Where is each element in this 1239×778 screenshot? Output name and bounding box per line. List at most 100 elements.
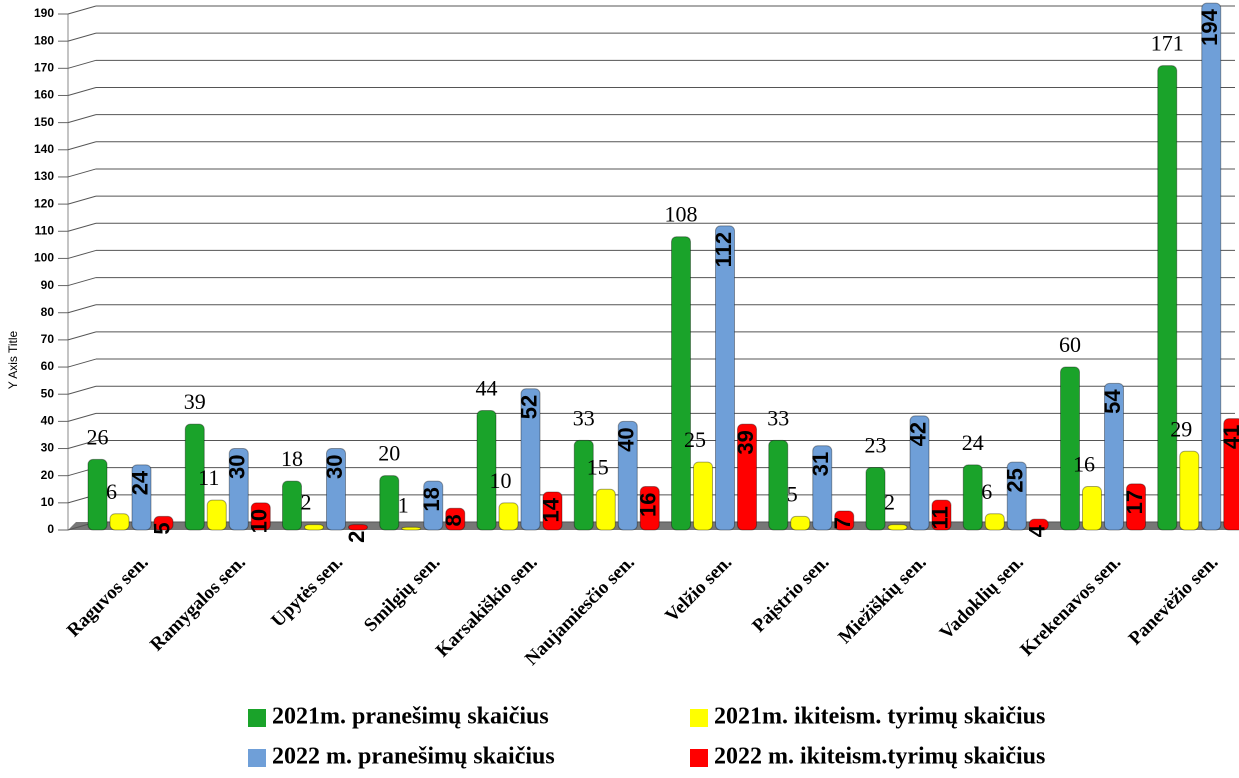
y-tick-label: 160 xyxy=(34,88,54,102)
legend-label: 2022 m. pranešimų skaičius xyxy=(272,744,555,770)
y-tick-label: 60 xyxy=(41,359,55,373)
value-label: 25 xyxy=(1003,468,1028,492)
value-label: 54 xyxy=(1100,389,1125,414)
y-tick-label: 150 xyxy=(34,115,54,129)
value-label: 23 xyxy=(865,433,887,458)
bar xyxy=(694,462,713,530)
value-label: 11 xyxy=(927,506,952,529)
grid-line xyxy=(68,33,96,41)
bar xyxy=(305,525,324,530)
bar xyxy=(110,514,129,530)
value-label: 60 xyxy=(1059,332,1081,357)
bar xyxy=(88,459,107,530)
value-label: 16 xyxy=(1073,452,1095,477)
grid-line xyxy=(68,332,96,340)
value-label: 2 xyxy=(344,531,369,543)
grid-line xyxy=(68,196,96,204)
value-label: 5 xyxy=(787,481,798,506)
value-label: 7 xyxy=(830,517,855,529)
y-tick-label: 130 xyxy=(34,169,54,183)
value-label: 30 xyxy=(225,455,250,479)
grid-line xyxy=(68,87,96,95)
y-tick-label: 10 xyxy=(41,495,55,509)
x-tick-label: Panevėžio sen. xyxy=(1125,552,1223,650)
value-label: 2 xyxy=(301,490,312,515)
value-label: 33 xyxy=(767,405,789,430)
value-label: 25 xyxy=(684,427,706,452)
grid-line xyxy=(68,169,96,177)
value-label: 39 xyxy=(733,430,758,454)
bar xyxy=(402,527,421,530)
y-tick-label: 20 xyxy=(41,468,55,482)
y-tick-label: 40 xyxy=(41,414,55,428)
chart: Y Axis Title 010203040506070809010011012… xyxy=(0,0,1239,778)
bar xyxy=(207,500,226,530)
value-label: 4 xyxy=(1025,524,1050,537)
value-label: 15 xyxy=(587,454,609,479)
legend-swatch xyxy=(690,709,708,727)
value-label: 26 xyxy=(87,424,109,449)
bar xyxy=(1061,367,1080,530)
x-tick-label: Krekenavos sen. xyxy=(1016,552,1125,661)
value-label: 40 xyxy=(614,427,639,451)
y-tick-label: 0 xyxy=(47,522,54,536)
y-tick-label: 170 xyxy=(34,60,54,74)
value-label: 16 xyxy=(636,493,661,517)
legend-label: 2021m. ikiteism. tyrimų skaičius xyxy=(714,704,1045,730)
value-label: 171 xyxy=(1151,31,1184,56)
bar xyxy=(1180,451,1199,530)
x-tick-label: Upytės sen. xyxy=(267,552,347,632)
y-tick-label: 80 xyxy=(41,305,55,319)
value-label: 41 xyxy=(1219,425,1239,449)
value-label: 194 xyxy=(1197,8,1222,45)
value-label: 1 xyxy=(398,492,409,517)
value-label: 2 xyxy=(884,490,895,515)
value-label: 18 xyxy=(419,487,444,511)
bar xyxy=(985,514,1004,530)
value-label: 112 xyxy=(711,232,736,268)
bar xyxy=(349,525,368,530)
x-tick-label: Karsakiškio sen. xyxy=(432,552,542,662)
value-label: 39 xyxy=(184,389,206,414)
grid-line xyxy=(68,115,96,123)
grid-line xyxy=(68,60,96,68)
value-label: 6 xyxy=(981,479,992,504)
x-tick-label: Vadoklių sen. xyxy=(936,552,1028,644)
value-label: 108 xyxy=(665,202,698,227)
value-label: 17 xyxy=(1122,490,1147,514)
value-label: 44 xyxy=(476,376,498,401)
bar xyxy=(283,481,302,530)
y-tick-label: 100 xyxy=(34,251,54,265)
value-label: 5 xyxy=(149,522,174,534)
x-tick-label: Ramygalos sen. xyxy=(146,552,250,656)
bar xyxy=(963,465,982,530)
value-label: 8 xyxy=(441,514,466,526)
y-tick-label: 110 xyxy=(35,223,55,237)
legend-swatch xyxy=(248,749,266,767)
bar xyxy=(1158,66,1177,530)
y-tick-label: 120 xyxy=(34,196,54,210)
value-label: 33 xyxy=(573,405,595,430)
value-label: 6 xyxy=(106,479,117,504)
value-label: 42 xyxy=(905,422,930,446)
x-tick-label: Raguvos sen. xyxy=(63,552,153,642)
y-tick-label: 140 xyxy=(34,142,54,156)
grid-line xyxy=(68,6,96,14)
grid-line xyxy=(68,413,96,421)
value-label: 24 xyxy=(127,470,152,495)
y-tick-label: 190 xyxy=(34,6,54,20)
value-label: 29 xyxy=(1170,416,1192,441)
bar xyxy=(866,468,885,530)
grid-line xyxy=(68,250,96,258)
y-tick-label: 90 xyxy=(41,278,55,292)
value-label: 10 xyxy=(247,509,272,533)
y-tick-label: 70 xyxy=(41,332,55,346)
grid-line xyxy=(68,305,96,313)
value-label: 20 xyxy=(378,441,400,466)
grid-line xyxy=(68,386,96,394)
value-label: 30 xyxy=(322,455,347,479)
x-tick-label: Miežiškių sen. xyxy=(834,552,930,648)
y-tick-label: 30 xyxy=(41,441,55,455)
bar xyxy=(1202,3,1221,530)
legend-swatch xyxy=(248,709,266,727)
